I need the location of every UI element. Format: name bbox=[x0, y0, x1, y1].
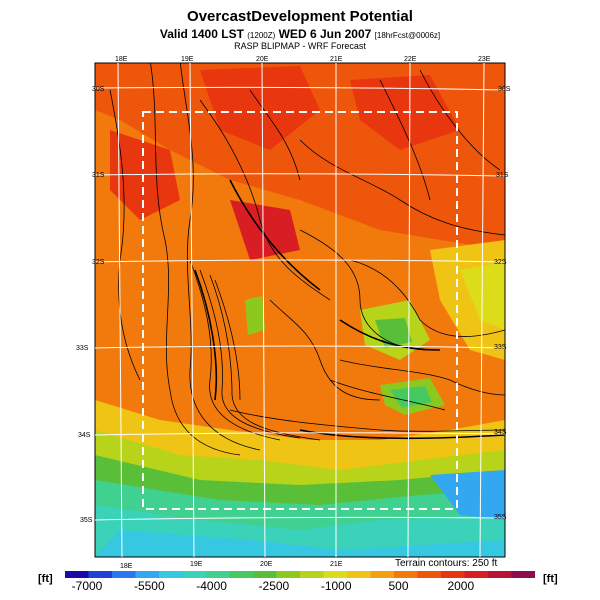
lat-label-left: 30S bbox=[92, 86, 105, 93]
lon-label-top: 23E bbox=[478, 56, 491, 63]
lon-label-bottom: 20E bbox=[260, 561, 273, 568]
lat-label-right: 33S bbox=[494, 344, 507, 351]
lat-label-right: 31S bbox=[496, 172, 509, 179]
lat-label-right: 30S bbox=[498, 86, 511, 93]
lat-label-left: 35S bbox=[80, 517, 93, 524]
color-swatch bbox=[112, 571, 136, 578]
lat-label-left: 33S bbox=[76, 345, 89, 352]
lon-label-top: 19E bbox=[181, 56, 194, 63]
color-swatch bbox=[276, 571, 301, 578]
color-swatch bbox=[135, 571, 160, 578]
lon-label-top: 22E bbox=[404, 56, 417, 63]
color-swatch bbox=[159, 571, 183, 578]
valid-time-utc: (1200Z) bbox=[247, 31, 276, 40]
color-swatch bbox=[464, 571, 489, 578]
color-scale-label: -2500 bbox=[258, 579, 290, 593]
color-scale-bar bbox=[65, 571, 535, 578]
forecast-hour: [18hrFcst@0006z] bbox=[374, 31, 441, 40]
lon-label-bottom: 18E bbox=[120, 563, 133, 570]
color-scale-label: 2000 bbox=[447, 579, 475, 593]
color-swatch bbox=[65, 571, 89, 578]
color-scale-label: -4000 bbox=[196, 579, 227, 593]
lat-label-left: 31S bbox=[92, 172, 105, 179]
color-swatch bbox=[488, 571, 512, 578]
color-swatch bbox=[206, 571, 230, 578]
color-swatch bbox=[229, 571, 254, 578]
lat-label-right: 32S bbox=[494, 259, 507, 266]
lon-label-top: 18E bbox=[115, 56, 128, 63]
lon-label-bottom: 19E bbox=[190, 561, 203, 568]
color-scale-label: -7000 bbox=[71, 579, 103, 593]
color-swatch bbox=[417, 571, 442, 578]
overcast-field bbox=[95, 63, 505, 557]
map-title: OvercastDevelopment Potential bbox=[187, 8, 413, 25]
lat-label-right: 34S bbox=[494, 429, 507, 436]
lon-label-bottom: 21E bbox=[330, 561, 343, 568]
color-swatch bbox=[88, 571, 113, 578]
unit-label-right: [ft] bbox=[543, 573, 558, 585]
map-frame bbox=[94, 62, 506, 558]
lat-label-right: 35S bbox=[494, 514, 507, 521]
lon-label-top: 21E bbox=[330, 56, 343, 63]
color-swatch bbox=[253, 571, 277, 578]
color-swatch bbox=[394, 571, 418, 578]
color-swatch bbox=[323, 571, 348, 578]
color-scale-label: -1000 bbox=[320, 579, 352, 593]
color-swatch bbox=[511, 571, 535, 578]
lon-label-top: 20E bbox=[256, 56, 269, 63]
valid-time: Valid 1400 LST (1200Z) WED 6 Jun 2007 [1… bbox=[0, 27, 600, 41]
color-scale-label: 500 bbox=[388, 579, 409, 593]
valid-time-date: WED 6 Jun 2007 bbox=[278, 27, 372, 41]
lat-label-left: 34S bbox=[78, 432, 91, 439]
unit-label-left: [ft] bbox=[38, 573, 53, 585]
color-swatch bbox=[441, 571, 465, 578]
color-swatch bbox=[347, 571, 371, 578]
terrain-contour-note: Terrain contours: 250 ft bbox=[395, 558, 498, 569]
inner-domain-box bbox=[142, 111, 458, 510]
lat-label-left: 32S bbox=[92, 259, 105, 266]
color-swatch bbox=[182, 571, 207, 578]
color-swatch bbox=[300, 571, 324, 578]
graticule bbox=[95, 63, 505, 557]
valid-time-prefix: Valid 1400 LST bbox=[159, 27, 244, 41]
color-swatch bbox=[370, 571, 395, 578]
model-name: RASP BLIPMAP - WRF Forecast bbox=[234, 41, 366, 51]
color-scale-label: -5500 bbox=[133, 579, 165, 593]
